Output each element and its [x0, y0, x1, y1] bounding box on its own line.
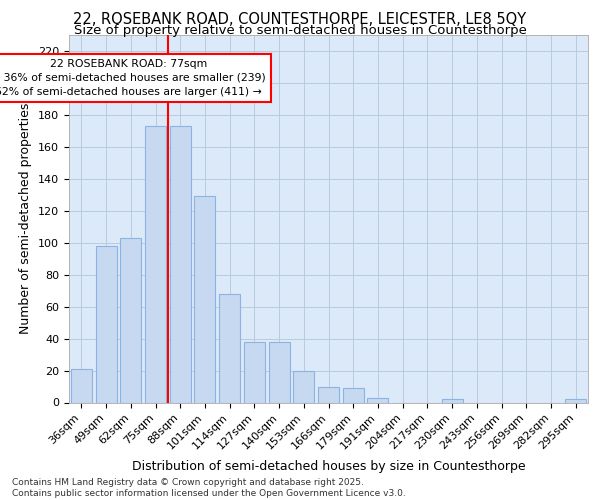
Text: Contains HM Land Registry data © Crown copyright and database right 2025.
Contai: Contains HM Land Registry data © Crown c… — [12, 478, 406, 498]
X-axis label: Distribution of semi-detached houses by size in Countesthorpe: Distribution of semi-detached houses by … — [131, 460, 526, 472]
Bar — [71, 369, 92, 402]
Bar — [269, 342, 290, 402]
Bar — [145, 126, 166, 402]
Bar — [367, 398, 388, 402]
Bar — [219, 294, 240, 403]
Text: Size of property relative to semi-detached houses in Countesthorpe: Size of property relative to semi-detach… — [74, 24, 526, 37]
Bar — [343, 388, 364, 402]
Bar — [170, 126, 191, 402]
Bar — [95, 246, 116, 402]
Bar — [120, 238, 141, 402]
Bar — [244, 342, 265, 402]
Bar — [565, 400, 586, 402]
Y-axis label: Number of semi-detached properties: Number of semi-detached properties — [19, 103, 32, 334]
Bar — [442, 400, 463, 402]
Bar — [194, 196, 215, 402]
Text: 22 ROSEBANK ROAD: 77sqm
← 36% of semi-detached houses are smaller (239)
62% of s: 22 ROSEBANK ROAD: 77sqm ← 36% of semi-de… — [0, 59, 266, 97]
Bar — [293, 370, 314, 402]
Bar — [318, 386, 339, 402]
Text: 22, ROSEBANK ROAD, COUNTESTHORPE, LEICESTER, LE8 5QY: 22, ROSEBANK ROAD, COUNTESTHORPE, LEICES… — [73, 12, 527, 28]
